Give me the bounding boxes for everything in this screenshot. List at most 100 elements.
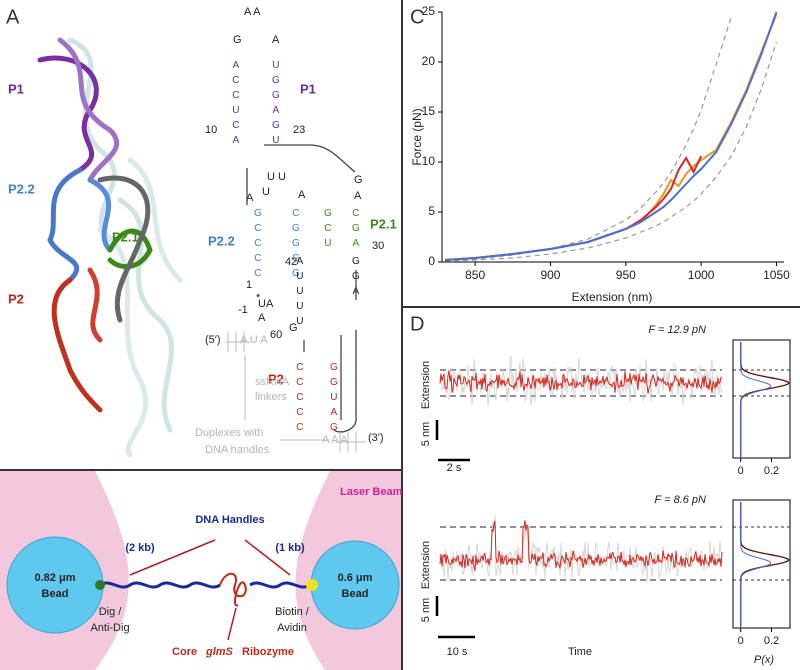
- x-tick-label: 0: [738, 465, 744, 477]
- label: 0.82 μm: [35, 572, 76, 584]
- series-line: [444, 13, 778, 261]
- hist-frame: [732, 339, 791, 459]
- helix-label: P2.2: [208, 233, 235, 248]
- end-label: (3′): [368, 432, 384, 444]
- base: G: [289, 322, 298, 334]
- y-tick-label: 10: [422, 154, 436, 168]
- helix-label: P2.1: [112, 229, 139, 244]
- base: A: [246, 192, 254, 204]
- hist-fit: [740, 502, 772, 627]
- axes: [441, 12, 784, 263]
- helix-label: P1: [8, 81, 24, 96]
- base: U U: [267, 171, 286, 183]
- x-tick-label: 850: [465, 268, 485, 282]
- index: -1: [238, 304, 248, 316]
- stem: CGGGG: [290, 208, 301, 283]
- base: A: [354, 190, 362, 202]
- series-line: [444, 11, 778, 261]
- label: 0.6 μm: [338, 572, 373, 584]
- stem: ACCUCA: [230, 60, 241, 150]
- helix-label: P1: [300, 81, 316, 96]
- end-label: (5′): [205, 334, 221, 346]
- panel-label: D: [410, 313, 424, 335]
- label: Core: [172, 646, 197, 658]
- y-tick-label: 0: [428, 254, 435, 268]
- trace: [439, 520, 723, 572]
- base: A: [298, 189, 306, 201]
- y-tick-label: 25: [422, 4, 436, 18]
- base: G: [354, 174, 363, 186]
- label: Ribozyme: [242, 646, 294, 658]
- x-tick-label: 0.2: [764, 465, 779, 477]
- index: 23: [293, 124, 305, 136]
- stem: UGGAGU: [270, 60, 281, 150]
- label: Avidin: [277, 622, 307, 634]
- stem: CCCCC: [294, 362, 305, 437]
- x-axis-label: P(x): [754, 654, 775, 666]
- series-line: [444, 16, 732, 262]
- index: 60: [270, 329, 282, 341]
- series-line: [444, 41, 778, 262]
- index: 42: [285, 256, 297, 268]
- rna-ribbon: [37, 37, 183, 458]
- note: DNA handles: [205, 444, 270, 456]
- stem: GGUAG: [328, 362, 339, 437]
- label: Anti-Dig: [90, 622, 129, 634]
- stem: CGA: [350, 208, 361, 253]
- helix-label: P2.2: [8, 181, 35, 196]
- force-label: F = 8.6 pN: [655, 494, 707, 506]
- stem: GCCCC: [252, 208, 263, 283]
- note: ssRNA: [255, 376, 290, 388]
- label: Dig /: [99, 606, 123, 618]
- helix-label: P2.1: [370, 216, 397, 231]
- y-axis-label: Extension: [420, 361, 432, 409]
- scale-label: 2 s: [447, 462, 462, 474]
- base: *: [256, 292, 261, 304]
- label: (2 kb): [125, 542, 155, 554]
- base: UA: [258, 298, 274, 310]
- panel-label: C: [410, 6, 424, 28]
- helix-label: P2: [8, 291, 24, 306]
- y-tick-label: 15: [422, 104, 436, 118]
- trace: [439, 355, 723, 407]
- y-tick-label: 5: [428, 204, 435, 218]
- index: 1: [246, 279, 252, 291]
- x-tick-label: 0.2: [764, 635, 779, 647]
- helix-label: P2: [268, 371, 284, 386]
- label: Bead: [42, 588, 69, 600]
- hist-fit: [740, 342, 772, 457]
- note: linkers: [255, 391, 287, 403]
- label: Biotin /: [275, 606, 310, 618]
- stem: GCU: [322, 208, 333, 253]
- x-tick-label: 0: [738, 635, 744, 647]
- base: A A: [244, 6, 261, 18]
- base: U: [262, 186, 270, 198]
- trap-schematic: [0, 471, 401, 670]
- stem: AUUUU: [294, 256, 305, 331]
- scale-bar: [435, 420, 475, 639]
- x-tick-label: 900: [540, 268, 560, 282]
- scale-label: 5 nm: [420, 598, 432, 622]
- y-axis-label: Force (pN): [410, 108, 424, 165]
- base: A U A: [240, 334, 268, 346]
- x-tick-label: 1000: [688, 268, 715, 282]
- label: DNA Handles: [195, 514, 264, 526]
- base: A: [272, 34, 280, 46]
- panel-label: A: [6, 6, 20, 28]
- x-tick-label: 950: [616, 268, 636, 282]
- x-tick-label: 1050: [763, 268, 790, 282]
- x-axis-label: Extension (nm): [572, 290, 653, 304]
- force-label: F = 12.9 pN: [648, 324, 706, 336]
- hist-frame: [732, 499, 791, 629]
- label: Bead: [342, 588, 369, 600]
- trace: [439, 514, 723, 583]
- label: (1 kb): [275, 542, 305, 554]
- index: 30: [372, 240, 384, 252]
- scale-label: 10 s: [447, 646, 468, 658]
- hist-fit: [740, 502, 790, 627]
- hist-fit: [740, 342, 790, 457]
- base: A: [258, 312, 266, 324]
- secondary-structure: A A G A ACCUCA UGGAGU 10 23 P1 U U U A A…: [195, 6, 397, 456]
- index: 10: [205, 124, 217, 136]
